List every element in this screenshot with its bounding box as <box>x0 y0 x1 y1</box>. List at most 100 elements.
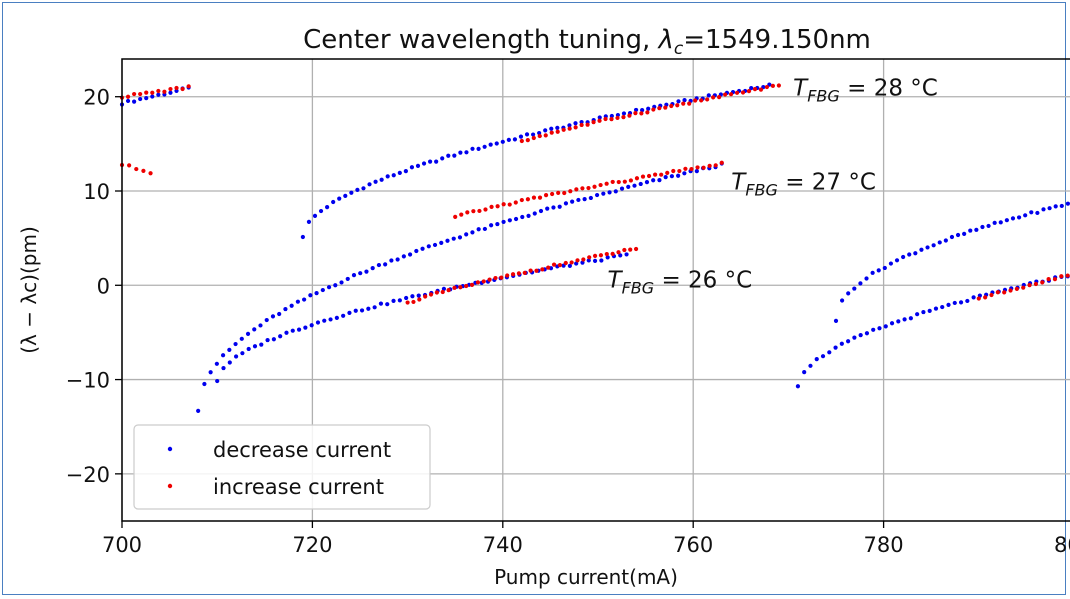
decrease-current-point <box>877 268 881 272</box>
decrease-current-point <box>310 323 314 327</box>
increase-current-point <box>653 173 657 177</box>
decrease-current-point <box>626 185 630 189</box>
decrease-current-point <box>383 262 387 266</box>
increase-current-point <box>1015 287 1019 291</box>
increase-current-point <box>645 110 649 114</box>
increase-current-point <box>568 127 572 131</box>
decrease-current-point <box>620 187 624 191</box>
chart-title: Center wavelength tuning, λc=1549.150nm <box>303 25 871 59</box>
legend-marker-decrease <box>168 447 172 451</box>
increase-current-point <box>562 191 566 195</box>
increase-current-point <box>550 131 554 135</box>
decrease-current-point <box>325 205 329 209</box>
decrease-current-point <box>221 366 225 370</box>
decrease-current-point <box>890 321 894 325</box>
increase-current-point <box>593 254 597 258</box>
decrease-current-point <box>361 186 365 190</box>
decrease-current-point <box>366 307 370 311</box>
decrease-current-point <box>928 309 932 313</box>
decrease-current-point <box>347 311 351 315</box>
decrease-current-point <box>573 121 577 125</box>
increase-current-point <box>611 252 615 256</box>
decrease-current-point <box>871 328 875 332</box>
decrease-current-point <box>1017 215 1021 219</box>
increase-current-point <box>605 182 609 186</box>
increase-current-point <box>508 202 512 206</box>
decrease-current-point <box>645 180 649 184</box>
increase-current-point <box>574 187 578 191</box>
decrease-current-point <box>322 319 326 323</box>
decrease-current-point <box>196 409 200 413</box>
decrease-current-point <box>1011 216 1015 220</box>
decrease-current-point <box>495 222 499 226</box>
increase-current-point <box>126 95 130 99</box>
decrease-current-point <box>682 171 686 175</box>
increase-current-point <box>689 167 693 171</box>
increase-current-point <box>489 205 493 209</box>
decrease-current-point <box>682 98 686 102</box>
decrease-current-point <box>349 191 353 195</box>
decrease-current-point <box>589 196 593 200</box>
decrease-current-point <box>915 312 919 316</box>
increase-current-point <box>1040 280 1044 284</box>
decrease-current-point <box>410 294 414 298</box>
increase-current-point <box>552 263 556 267</box>
increase-current-point <box>138 92 142 96</box>
decrease-current-point <box>846 291 850 295</box>
decrease-current-point <box>909 316 913 320</box>
decrease-current-point <box>921 310 925 314</box>
x-tick-label: 780 <box>864 533 904 557</box>
y-tick-label: 20 <box>83 86 110 110</box>
increase-current-point <box>453 215 457 219</box>
decrease-current-point <box>278 334 282 338</box>
decrease-current-point <box>953 301 957 305</box>
decrease-current-point <box>533 211 537 215</box>
increase-current-point <box>496 204 500 208</box>
decrease-current-point <box>950 235 954 239</box>
decrease-current-point <box>410 165 414 169</box>
decrease-current-point <box>247 347 251 351</box>
decrease-current-point <box>846 339 850 343</box>
decrease-current-point <box>974 228 978 232</box>
increase-current-point <box>574 125 578 129</box>
decrease-current-point <box>1023 213 1027 217</box>
decrease-current-point <box>965 299 969 303</box>
decrease-current-point <box>373 305 377 309</box>
decrease-current-point <box>297 328 301 332</box>
decrease-current-point <box>355 188 359 192</box>
decrease-current-point <box>852 286 856 290</box>
increase-current-point <box>162 90 166 94</box>
increase-current-point <box>629 178 633 182</box>
decrease-current-point <box>932 243 936 247</box>
decrease-current-point <box>476 147 480 151</box>
decrease-current-point <box>246 332 250 336</box>
decrease-current-point <box>834 319 838 323</box>
increase-current-point <box>665 171 669 175</box>
decrease-current-point <box>901 255 905 259</box>
decrease-current-point <box>150 94 154 98</box>
decrease-current-point <box>335 316 339 320</box>
x-axis-label: Pump current(mA) <box>494 565 678 589</box>
decrease-current-point <box>331 200 335 204</box>
decrease-current-point <box>707 93 711 97</box>
decrease-current-point <box>470 147 474 151</box>
increase-current-point <box>523 271 527 275</box>
decrease-current-point <box>531 132 535 136</box>
increase-current-point <box>628 248 632 252</box>
decrease-current-point <box>1066 202 1070 206</box>
increase-current-point <box>546 266 550 270</box>
decrease-current-point <box>676 99 680 103</box>
increase-current-point <box>605 252 609 256</box>
decrease-current-point <box>259 342 263 346</box>
increase-current-point <box>458 285 462 289</box>
decrease-current-point <box>272 337 276 341</box>
decrease-current-point <box>858 281 862 285</box>
decrease-current-point <box>440 156 444 160</box>
increase-current-point <box>580 123 584 127</box>
increase-current-point <box>627 114 631 118</box>
increase-current-point <box>429 292 433 296</box>
increase-current-point <box>532 195 536 199</box>
decrease-current-point <box>632 184 636 188</box>
increase-current-point <box>411 300 415 304</box>
increase-current-point <box>711 95 715 99</box>
